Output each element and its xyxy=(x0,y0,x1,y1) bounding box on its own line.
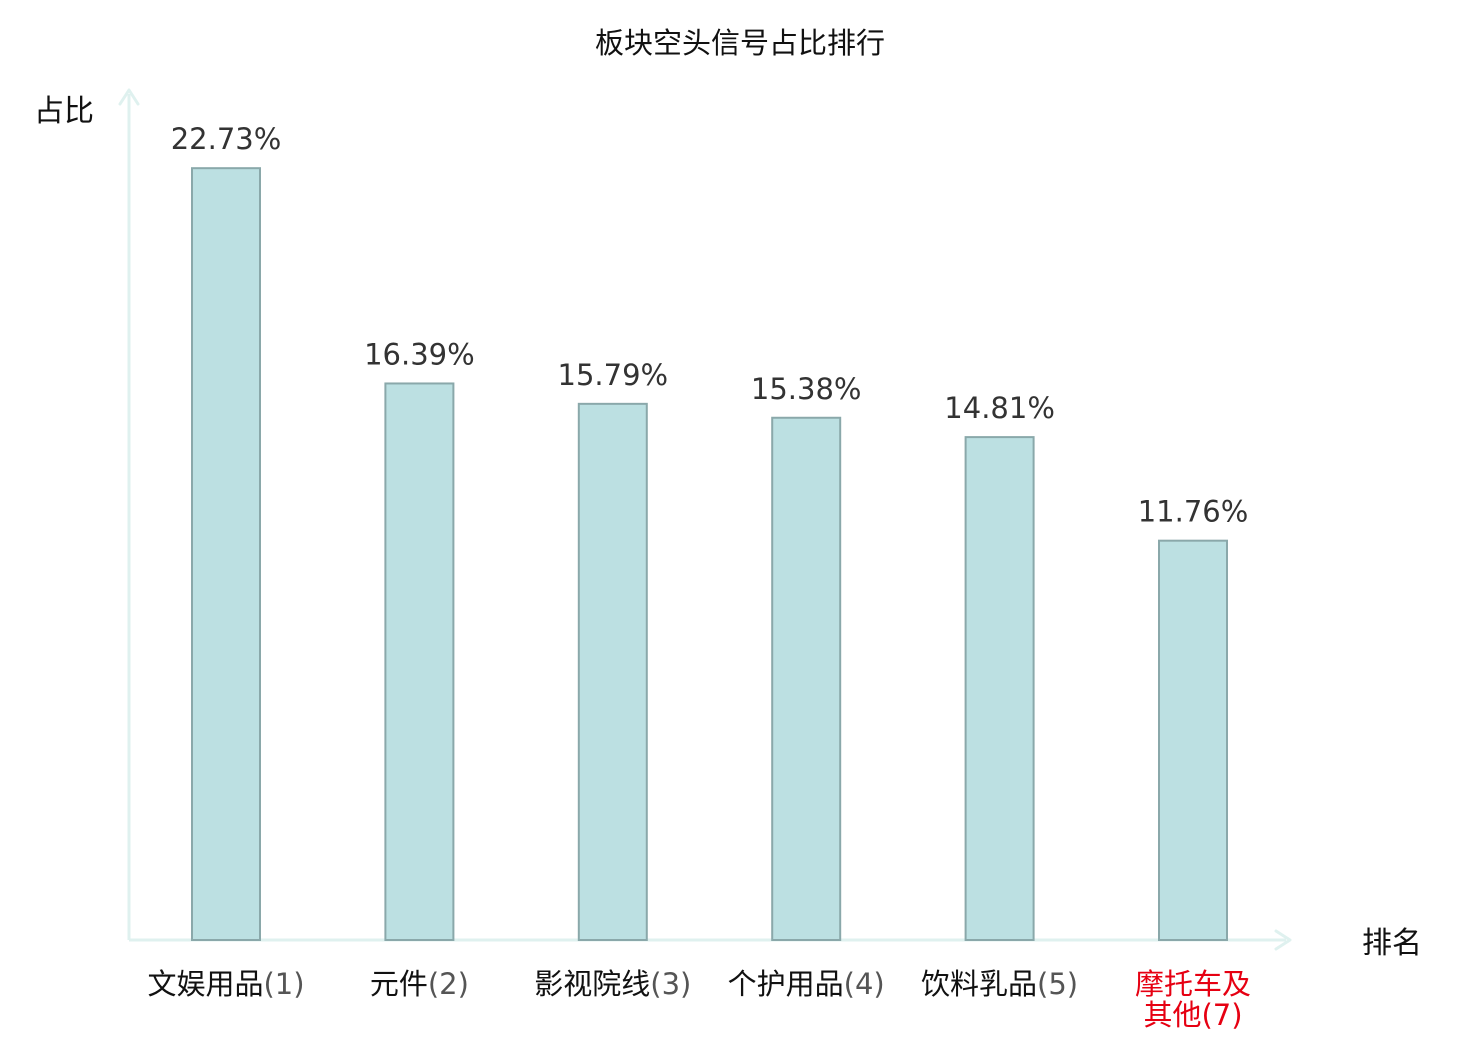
x-axis-label: 排名 xyxy=(1362,926,1422,961)
value-label: 15.79% xyxy=(558,358,669,392)
category-label: 个护用品(4) xyxy=(728,967,885,1001)
value-label: 11.76% xyxy=(1138,495,1249,529)
category-rank: (4) xyxy=(844,967,885,1001)
category-labels-group: 文娱用品(1) 元件(2) 影视院线(3) 个护用品(4) 饮料乳品(5) 摩托车及其他(… xyxy=(147,967,1251,1032)
x-axis-arrow-icon xyxy=(1274,929,1292,951)
category-rank: (1) xyxy=(263,967,304,1001)
category-label: 其他(7) xyxy=(1143,998,1242,1032)
axes xyxy=(118,88,1292,951)
category-rank: (7) xyxy=(1201,998,1242,1032)
value-labels-group: 22.73% 16.39% 15.79% 15.38% 14.81% 11.76% xyxy=(171,122,1249,528)
bar xyxy=(964,436,1035,941)
category-label: 影视院线(3) xyxy=(534,967,691,1001)
value-label: 16.39% xyxy=(364,337,475,371)
category-label: 文娱用品(1) xyxy=(147,967,304,1001)
category-label: 元件(2) xyxy=(370,967,469,1001)
category-label: 摩托车及 xyxy=(1135,967,1251,1001)
value-label: 14.81% xyxy=(944,391,1055,425)
category-rank: (2) xyxy=(428,967,469,1001)
bar xyxy=(577,402,648,941)
category-label: 饮料乳品(5) xyxy=(921,967,1078,1001)
bars-group xyxy=(191,167,1228,941)
bar xyxy=(191,167,261,941)
category-rank: (3) xyxy=(650,967,691,1001)
y-axis-arrow-icon xyxy=(118,88,140,106)
y-axis-label: 占比 xyxy=(34,94,94,129)
value-label: 22.73% xyxy=(171,122,282,156)
bar xyxy=(384,382,455,941)
category-rank: (5) xyxy=(1037,967,1078,1001)
value-label: 15.38% xyxy=(751,372,862,406)
bar xyxy=(771,416,842,941)
bar xyxy=(1158,539,1228,941)
chart-title: 板块空头信号占比排行 xyxy=(595,26,885,60)
